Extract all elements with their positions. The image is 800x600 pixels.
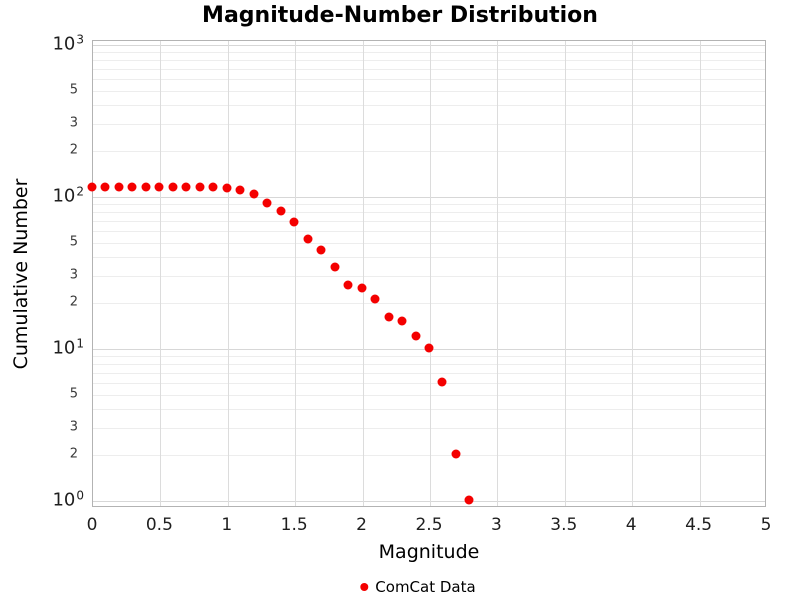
h-gridline-minor xyxy=(93,355,765,357)
chart-title: Magnitude-Number Distribution xyxy=(202,3,598,28)
h-gridline-minor xyxy=(93,203,765,205)
y-minor-tick-label: 5 xyxy=(69,82,78,98)
h-gridline-major xyxy=(93,501,765,502)
x-tick-label: 4 xyxy=(625,515,637,535)
x-tick-label: 3 xyxy=(490,515,502,535)
h-gridline-minor xyxy=(93,59,765,61)
y-major-tick-label: 102 xyxy=(52,184,84,207)
v-gridline xyxy=(295,41,297,506)
h-gridline-minor xyxy=(93,78,765,80)
x-tick-label: 1.5 xyxy=(280,515,308,535)
y-major-tick-label: 101 xyxy=(52,336,84,359)
h-gridline-minor xyxy=(93,394,765,396)
y-major-tick-label: 103 xyxy=(52,32,84,55)
y-minor-tick-label: 2 xyxy=(69,294,78,310)
h-gridline-minor xyxy=(93,211,765,213)
h-gridline-major xyxy=(93,197,765,198)
v-gridline xyxy=(564,41,566,506)
v-gridline xyxy=(362,41,364,506)
y-minor-tick-label: 2 xyxy=(69,446,78,462)
y-minor-tick-label: 3 xyxy=(69,267,78,283)
y-minor-tick-label: 3 xyxy=(69,115,78,131)
y-minor-tick-label: 5 xyxy=(69,234,78,250)
v-gridline xyxy=(160,41,162,506)
x-tick-label: 3.5 xyxy=(550,515,578,535)
h-gridline-major xyxy=(93,45,765,46)
legend-label: ComCat Data xyxy=(375,578,476,596)
legend-marker-icon xyxy=(360,583,369,591)
h-gridline-minor xyxy=(93,428,765,430)
x-tick-label: 2.5 xyxy=(415,515,443,535)
h-gridline-minor xyxy=(93,409,765,411)
h-gridline-minor xyxy=(93,220,765,222)
x-tick-label: 0.5 xyxy=(145,515,173,535)
h-gridline-minor xyxy=(93,303,765,305)
h-gridline-minor xyxy=(93,257,765,259)
h-gridline-minor xyxy=(93,230,765,232)
y-major-tick-label: 100 xyxy=(52,488,84,511)
x-tick-label: 5 xyxy=(760,515,772,535)
y-axis-title: Cumulative Number xyxy=(10,178,32,370)
v-gridline xyxy=(699,41,701,506)
legend: ComCat Data xyxy=(360,578,476,596)
v-gridline xyxy=(227,41,229,506)
x-tick-label: 1 xyxy=(221,515,233,535)
h-gridline-minor xyxy=(93,68,765,70)
h-gridline-minor xyxy=(93,372,765,374)
v-gridline xyxy=(430,41,431,506)
x-tick-label: 4.5 xyxy=(685,515,713,535)
y-minor-tick-label: 5 xyxy=(69,386,78,402)
h-gridline-major xyxy=(93,349,765,350)
x-tick-label: 2 xyxy=(356,515,368,535)
x-axis-title: Magnitude xyxy=(378,541,480,563)
y-minor-tick-label: 3 xyxy=(69,419,78,435)
h-gridline-minor xyxy=(93,51,765,53)
h-gridline-minor xyxy=(93,363,765,365)
x-tick-label: 0 xyxy=(86,515,98,535)
h-gridline-minor xyxy=(93,382,765,384)
v-gridline xyxy=(632,41,634,506)
h-gridline-minor xyxy=(93,242,765,244)
h-gridline-minor xyxy=(93,124,765,126)
plot-area xyxy=(92,40,766,507)
h-gridline-minor xyxy=(93,151,765,153)
h-gridline-minor xyxy=(93,276,765,278)
h-gridline-minor xyxy=(93,455,765,457)
v-gridline xyxy=(497,41,499,506)
y-minor-tick-label: 2 xyxy=(69,142,78,158)
h-gridline-minor xyxy=(93,105,765,107)
h-gridline-minor xyxy=(93,90,765,92)
